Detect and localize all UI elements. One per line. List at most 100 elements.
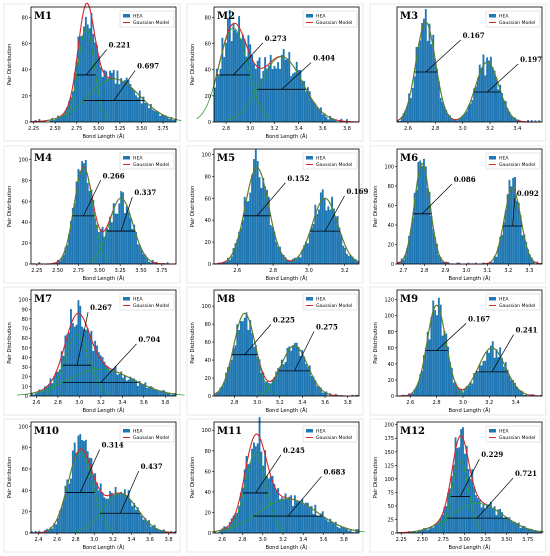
histogram-bar bbox=[506, 517, 509, 533]
histogram-bar bbox=[308, 233, 311, 264]
histogram-bar bbox=[519, 390, 522, 396]
histogram-bar bbox=[127, 212, 130, 264]
histogram-bar bbox=[256, 161, 259, 264]
annotation-arrow bbox=[85, 49, 107, 76]
y-tick-label: 0 bbox=[208, 394, 211, 400]
histogram-bar bbox=[125, 380, 128, 396]
histogram-bars bbox=[214, 417, 359, 533]
histogram-bar bbox=[306, 87, 309, 122]
histogram-bar bbox=[36, 392, 39, 396]
x-tick-label: 2.6 bbox=[233, 268, 241, 274]
plot-area-frame bbox=[30, 289, 177, 397]
histogram-bar bbox=[129, 499, 132, 533]
histogram-bar bbox=[107, 366, 110, 396]
histogram-bar bbox=[247, 35, 250, 122]
x-tick-label: 3.25 bbox=[115, 268, 126, 274]
histogram-bar bbox=[497, 357, 500, 396]
histogram-bar bbox=[517, 522, 520, 533]
histogram-bar bbox=[73, 203, 76, 264]
histogram-bar bbox=[423, 355, 425, 396]
legend-hist-swatch bbox=[123, 14, 130, 18]
histogram-bar bbox=[342, 526, 345, 533]
legend-model-label: Gaussian Model bbox=[499, 435, 535, 441]
histogram-bar bbox=[508, 111, 511, 122]
histogram-bar bbox=[159, 530, 162, 533]
histogram-bar bbox=[174, 531, 176, 533]
y-tick-label: 20 bbox=[22, 94, 28, 100]
histogram-bar bbox=[415, 386, 418, 396]
histogram-bar bbox=[249, 192, 252, 264]
histogram-bar bbox=[112, 367, 115, 396]
fwhm-annotation: 0.721 bbox=[515, 469, 537, 478]
histogram-bar bbox=[101, 357, 104, 396]
histogram-bar bbox=[434, 309, 437, 396]
histogram-bar bbox=[282, 364, 285, 396]
plot-area-frame bbox=[30, 6, 177, 123]
histogram-bar bbox=[262, 465, 265, 533]
histogram-bar bbox=[129, 376, 132, 396]
histogram-bar bbox=[49, 527, 52, 533]
histogram-bar bbox=[480, 507, 483, 533]
y-axis-label: Pair Distribution bbox=[190, 457, 196, 499]
histogram-bar bbox=[297, 70, 300, 122]
histogram-bar bbox=[260, 187, 263, 264]
histogram-bar bbox=[110, 222, 113, 264]
histogram-bar bbox=[277, 368, 280, 396]
histogram-bar bbox=[114, 83, 117, 122]
legend-model-label: Gaussian Model bbox=[133, 162, 169, 168]
histogram-bar bbox=[162, 390, 165, 396]
histogram-bar bbox=[499, 84, 502, 122]
legend-hist-label: HEA bbox=[316, 429, 326, 435]
plot-area-frame bbox=[396, 289, 543, 397]
y-tick-label: 125 bbox=[384, 463, 394, 469]
y-tick-label: 80 bbox=[388, 184, 394, 190]
histogram-bar bbox=[484, 75, 487, 122]
histogram-bar bbox=[269, 54, 272, 122]
x-tick-label: 2.6 bbox=[404, 126, 412, 132]
histogram-bar bbox=[512, 117, 515, 122]
histogram-bar bbox=[338, 528, 341, 533]
histogram-bar bbox=[340, 526, 343, 533]
histogram-bar bbox=[437, 80, 440, 122]
fwhm-annotation: 0.275 bbox=[316, 323, 338, 332]
x-tick-label: 3.2 bbox=[109, 537, 117, 543]
histogram-bar bbox=[116, 374, 119, 396]
histogram-bar bbox=[96, 482, 98, 533]
histogram-bar bbox=[329, 518, 332, 533]
x-tick-label: 3.00 bbox=[94, 268, 105, 274]
histogram-bar bbox=[107, 229, 110, 264]
histogram-bar bbox=[221, 528, 224, 533]
histogram-bar bbox=[138, 513, 141, 533]
histogram-bar bbox=[288, 51, 291, 122]
legend-box bbox=[485, 293, 541, 311]
histogram-bar bbox=[347, 255, 350, 264]
histogram-bar bbox=[241, 34, 244, 122]
histogram-bar bbox=[138, 245, 141, 264]
histogram-bar bbox=[262, 70, 265, 122]
histogram-bar bbox=[450, 118, 453, 122]
histogram-bar bbox=[99, 355, 102, 396]
legend-hist-label: HEA bbox=[499, 297, 509, 303]
fwhm-annotation: 0.437 bbox=[141, 462, 163, 471]
fwhm-annotation: 0.225 bbox=[273, 315, 295, 324]
histogram-bar bbox=[478, 64, 481, 122]
peak-fit-line bbox=[46, 78, 182, 121]
histogram-bar bbox=[68, 483, 71, 533]
y-tick-label: 10 bbox=[22, 384, 28, 390]
histogram-bar bbox=[164, 115, 167, 122]
histogram-bar bbox=[49, 378, 52, 396]
x-tick-label: 3.6 bbox=[319, 126, 327, 132]
histogram-bar bbox=[340, 235, 343, 264]
histogram-bar bbox=[495, 515, 498, 533]
histogram-bar bbox=[110, 72, 113, 122]
histogram-bar bbox=[290, 76, 293, 122]
histogram-bar bbox=[112, 69, 115, 122]
histogram-bar bbox=[99, 483, 102, 533]
y-tick-label: 0 bbox=[208, 120, 211, 126]
histogram-bar bbox=[340, 118, 343, 122]
histogram-bar bbox=[424, 166, 427, 264]
fwhm-annotation: 0.314 bbox=[102, 441, 124, 450]
histogram-bar bbox=[353, 532, 356, 533]
panel-m11: 0.245 0.683 2.6 2.8 3.0 3.2 3.4 3.6 3.8 0 20 40 60 80… bbox=[186, 417, 365, 553]
